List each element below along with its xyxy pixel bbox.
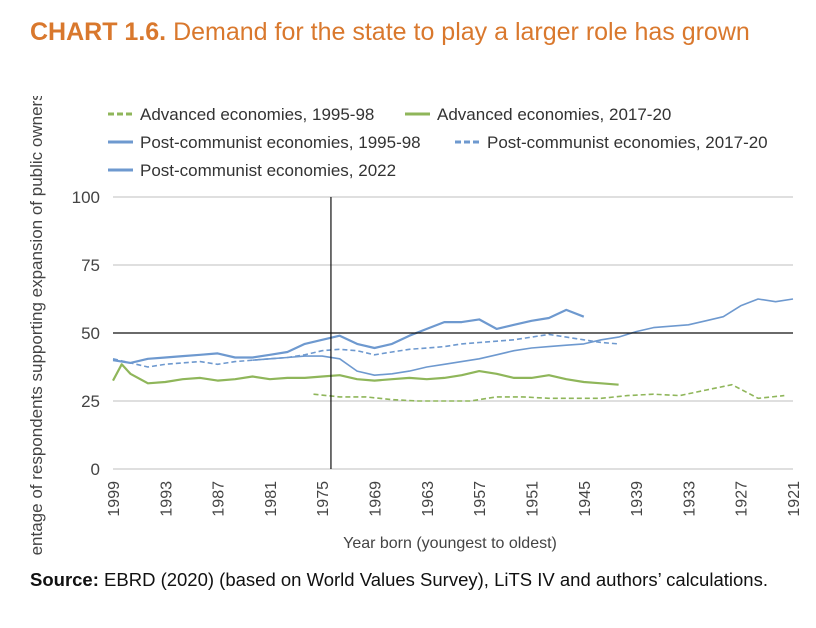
x-tick-label: 1963 [420, 481, 437, 517]
x-tick-label: 1969 [368, 481, 385, 517]
series-group [112, 298, 794, 402]
y-tick-label: 25 [81, 392, 100, 411]
chart-label: CHART 1.6. [30, 18, 167, 46]
legend: Advanced economies, 1995-98 Advanced econ… [108, 105, 768, 180]
x-axis-label: Year born (youngest to oldest) [343, 535, 557, 552]
x-axis: 1999 1993 1987 1981 1975 1969 1963 1957 1951 1945… [106, 481, 803, 517]
x-tick-label: 1993 [158, 481, 175, 517]
legend-item-label: Post-communist economies, 1995-98 [140, 133, 421, 152]
source-note: Source: EBRD (2020) (based on World Valu… [30, 566, 800, 594]
chart-title-text: Demand for the state to play a larger ro… [173, 18, 750, 46]
source-label: Source: [30, 569, 99, 590]
line-chart: Advanced economies, 1995-98 Advanced econ… [27, 96, 803, 556]
x-tick-label: 1951 [524, 481, 541, 517]
legend-item-label: Advanced economies, 1995-98 [140, 105, 374, 124]
x-tick-label: 1987 [211, 481, 228, 517]
series-line-1 [313, 383, 785, 402]
y-axis-label: Percentage of respondents supporting exp… [27, 96, 46, 556]
x-tick-label: 1975 [315, 481, 332, 517]
chart-title: CHART 1.6. Demand for the state to play … [30, 14, 750, 50]
legend-item-label: Advanced economies, 2017-20 [437, 105, 671, 124]
x-tick-label: 1921 [786, 481, 803, 517]
series-line-2 [112, 363, 619, 386]
x-tick-label: 1939 [629, 481, 646, 517]
legend-item-label: Post-communist economies, 2017-20 [487, 133, 768, 152]
series-line-5 [252, 298, 794, 377]
y-tick-label: 100 [72, 188, 100, 207]
y-axis: 0 25 50 75 100 [72, 188, 100, 479]
reference-lines [113, 197, 793, 469]
series-line-4 [112, 333, 619, 368]
x-tick-label: 1957 [472, 481, 489, 517]
x-tick-label: 1927 [734, 481, 751, 517]
x-tick-label: 1945 [577, 481, 594, 517]
source-text: EBRD (2020) (based on World Values Surve… [104, 569, 768, 590]
x-tick-label: 1933 [681, 481, 698, 517]
x-tick-label: 1981 [263, 481, 280, 517]
series-line-3 [112, 308, 585, 364]
legend-item-label: Post-communist economies, 2022 [140, 161, 396, 180]
y-tick-label: 75 [81, 256, 100, 275]
y-tick-label: 50 [81, 324, 100, 343]
x-tick-label: 1999 [106, 481, 123, 517]
y-tick-label: 0 [91, 460, 100, 479]
